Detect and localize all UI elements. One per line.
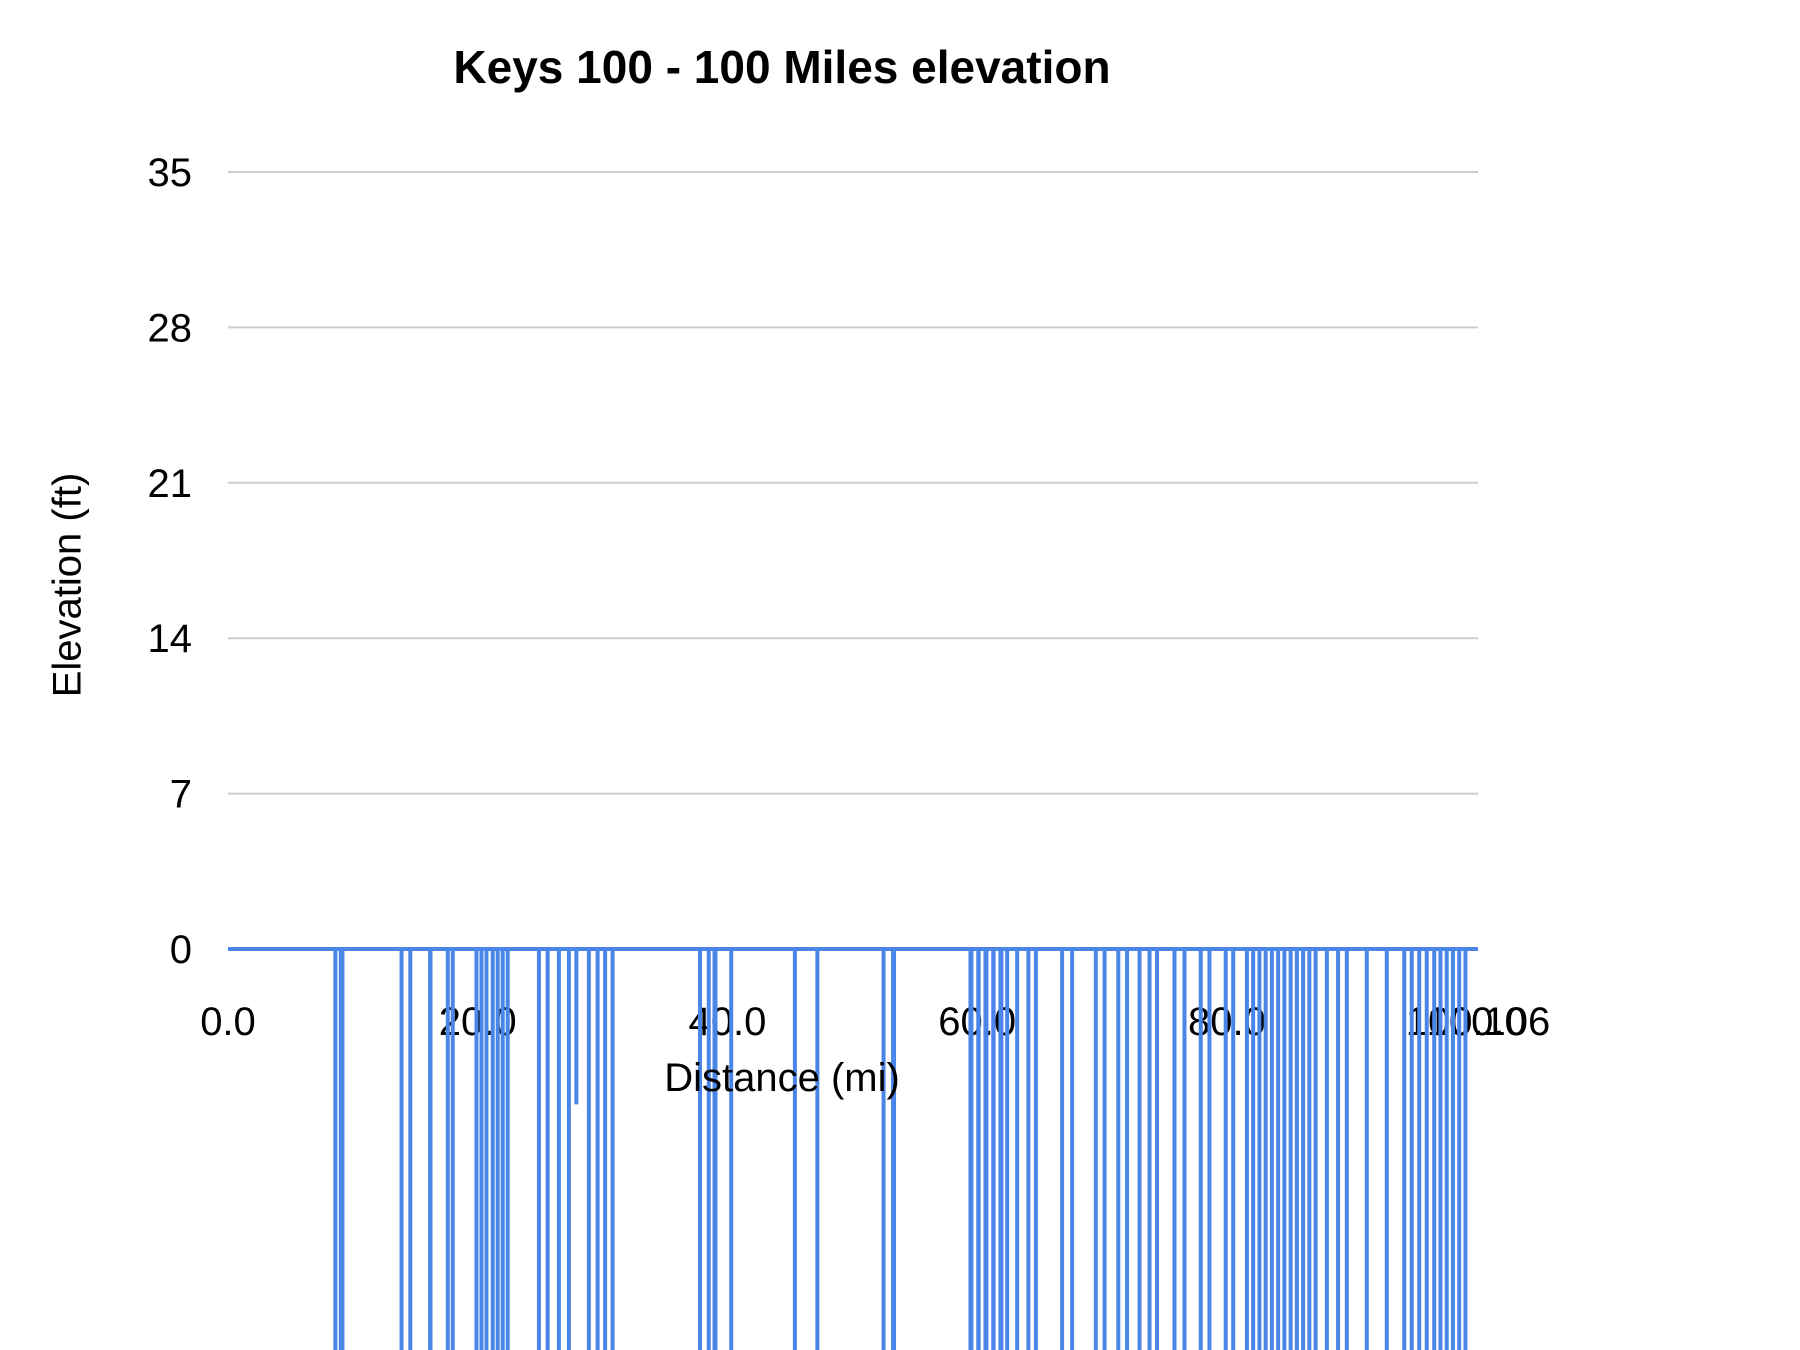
y-tick-label: 0 — [170, 928, 192, 972]
y-axis-title: Elevation (ft) — [45, 472, 90, 698]
y-tick-label: 7 — [170, 773, 192, 817]
y-tick-label: 28 — [148, 306, 193, 350]
y-tick-label: 14 — [148, 617, 193, 661]
x-axis-title: Distance (mi) — [664, 1056, 900, 1100]
y-tick-label: 35 — [148, 151, 193, 195]
x-tick-label: 100.0 — [1427, 1000, 1527, 1044]
x-tick-label: 100.106 — [1406, 1000, 1551, 1044]
x-tick-label: 0.0 — [200, 1000, 256, 1044]
y-tick-label: 21 — [148, 462, 193, 506]
chart-title: Keys 100 - 100 Miles elevation — [453, 41, 1111, 93]
